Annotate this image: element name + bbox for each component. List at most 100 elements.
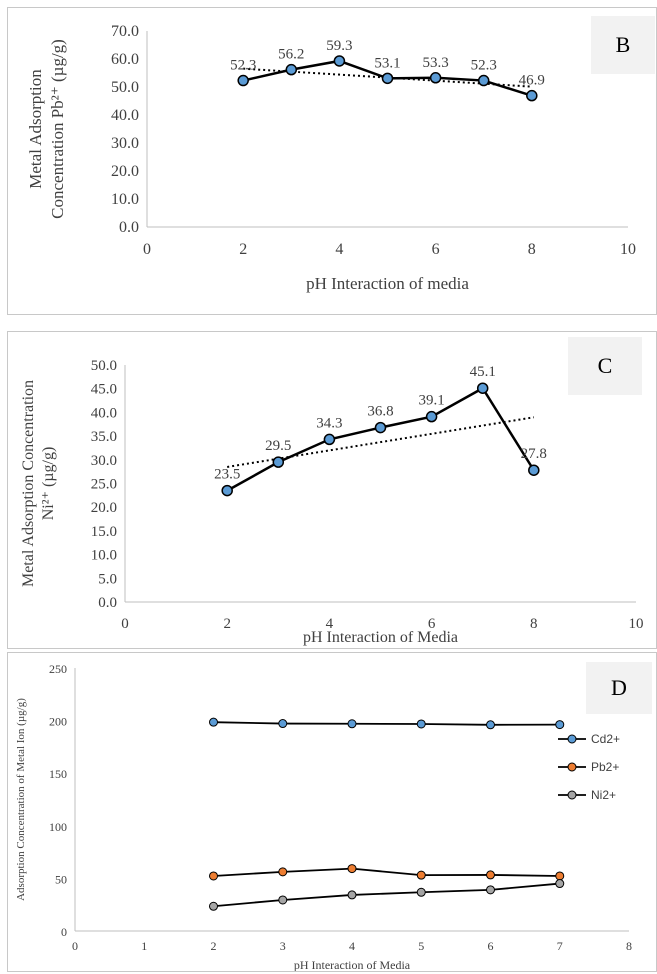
chart-b-y-tick-label: 60.0 bbox=[111, 51, 139, 68]
panel-tag-c: C bbox=[568, 337, 642, 395]
chart-b-y-tick-label: 10.0 bbox=[111, 191, 139, 208]
chart-c-y-tick-label: 30.0 bbox=[91, 453, 117, 469]
chart-b-svg: 0.0 10.0 20.0 30.0 40.0 50.0 60.0 70.0 0 2 4 6 8 10 pH… bbox=[26, 23, 636, 293]
chart-c-data-label: 23.5 bbox=[214, 467, 240, 483]
chart-d-data-point bbox=[209, 871, 218, 881]
chart-b-data-label: 46.9 bbox=[519, 73, 545, 89]
chart-c-data-label: 39.1 bbox=[418, 393, 444, 409]
chart-d-x-tick-label: 7 bbox=[557, 939, 563, 953]
chart-d-x-tick-label: 8 bbox=[626, 939, 632, 953]
chart-d-data-point bbox=[416, 887, 426, 897]
chart-c-y-tick-label: 0.0 bbox=[98, 595, 117, 611]
chart-b-x-tick-label: 2 bbox=[239, 241, 247, 258]
chart-d-y-tick-label: 100 bbox=[49, 820, 67, 834]
chart-panel-c: C 0.0 5.0 10.0 15.0 20.0 25.0 30.0 35.0 40.0 45.0… bbox=[7, 331, 657, 649]
chart-d-series-line-Pb2 bbox=[213, 867, 560, 877]
chart-d-y-tick-label: 250 bbox=[49, 662, 67, 676]
panel-tag-b: B bbox=[591, 16, 655, 74]
chart-c-data-label: 29.5 bbox=[265, 438, 291, 454]
chart-b-data-point bbox=[333, 55, 346, 67]
chart-c-data-label: 34.3 bbox=[316, 415, 342, 431]
chart-d-x-axis-label: pH Interaction of Media bbox=[294, 958, 411, 971]
chart-b-y-tick-label: 70.0 bbox=[111, 23, 139, 40]
chart-c-y-tick-label: 35.0 bbox=[91, 429, 117, 445]
chart-b-y-axis-label-line2: Concentration Pb²⁺ (µg/g) bbox=[48, 39, 67, 219]
chart-b-x-tick-label: 4 bbox=[335, 241, 343, 258]
chart-c-data-point bbox=[425, 410, 438, 423]
chart-d-series-line-Cd2 bbox=[213, 721, 560, 726]
chart-c-y-tick-label: 20.0 bbox=[91, 500, 117, 516]
chart-d-y-tick-label: 150 bbox=[49, 767, 67, 781]
chart-c-x-tick-label: 10 bbox=[629, 616, 644, 632]
chart-d-x-tick-label: 4 bbox=[349, 939, 355, 953]
chart-c-x-tick-label: 2 bbox=[223, 616, 231, 632]
chart-b-data-point bbox=[381, 72, 394, 85]
chart-b-y-tick-label: 0.0 bbox=[119, 219, 139, 236]
chart-d-legend-marker bbox=[567, 790, 577, 800]
chart-d-data-point bbox=[278, 867, 288, 877]
chart-b-y-tick-label: 20.0 bbox=[111, 163, 139, 180]
chart-c-data-label: 36.8 bbox=[367, 404, 393, 420]
chart-c-data-point bbox=[323, 433, 336, 446]
panel-tag-d: D bbox=[586, 662, 652, 714]
chart-d-y-tick-label: 50 bbox=[55, 872, 67, 886]
chart-c-y-tick-label: 45.0 bbox=[91, 382, 117, 398]
chart-c-data-point bbox=[221, 484, 233, 497]
chart-b-data-point bbox=[429, 72, 442, 84]
chart-b-data-label: 56.2 bbox=[278, 47, 304, 63]
chart-c-data-point bbox=[476, 382, 489, 394]
chart-c-x-axis-label: pH Interaction of Media bbox=[303, 629, 458, 646]
chart-c-x-tick-label: 4 bbox=[326, 616, 334, 632]
chart-b-x-tick-label: 8 bbox=[528, 241, 536, 258]
chart-c-svg: 0.0 5.0 10.0 15.0 20.0 25.0 30.0 35.0 40.0 45.0 50… bbox=[20, 358, 644, 646]
chart-d-data-point bbox=[278, 895, 288, 905]
chart-panel-b: B 0.0 10.0 20.0 30.0 40.0 50.0 60.0 70.0 0 2 4 6 8 10… bbox=[7, 7, 657, 315]
chart-d-data-point bbox=[555, 879, 565, 889]
chart-d-data-point bbox=[347, 890, 357, 900]
chart-b-data-point bbox=[237, 74, 249, 87]
chart-d-legend-marker bbox=[567, 762, 577, 772]
chart-c-y-tick-label: 25.0 bbox=[91, 477, 117, 493]
chart-c-data-label: 27.8 bbox=[521, 446, 547, 462]
chart-d-data-point bbox=[347, 864, 357, 874]
chart-c-y-axis-label-line1: Metal Adsorption Concentration bbox=[20, 380, 37, 587]
chart-d-x-tick-label: 5 bbox=[418, 939, 424, 953]
chart-d-x-tick-label: 0 bbox=[72, 939, 78, 953]
chart-c-y-tick-label: 15.0 bbox=[91, 524, 117, 540]
chart-d-data-point bbox=[278, 719, 288, 729]
chart-d-legend-label: Pb2+ bbox=[591, 760, 619, 774]
chart-b-data-label: 53.3 bbox=[422, 55, 448, 71]
chart-c-y-tick-label: 5.0 bbox=[98, 571, 117, 587]
chart-d-legend-marker bbox=[567, 734, 577, 744]
chart-b-data-label: 52.3 bbox=[471, 58, 497, 74]
chart-d-x-tick-label: 3 bbox=[280, 939, 286, 953]
chart-b-x-axis-label: pH Interaction of media bbox=[306, 274, 469, 293]
chart-b-data-point bbox=[285, 63, 298, 76]
chart-b-y-tick-label: 30.0 bbox=[111, 135, 139, 152]
chart-d-data-point bbox=[416, 870, 426, 880]
chart-d-data-point bbox=[209, 901, 218, 911]
chart-c-data-point bbox=[272, 456, 285, 468]
chart-c-x-tick-label: 6 bbox=[428, 616, 436, 632]
chart-panel-d: D 0 50 100 150 200 250 0 1 2 3 4 5 6 7 8 pH Interaction… bbox=[7, 652, 657, 972]
chart-d-x-tick-label: 6 bbox=[488, 939, 494, 953]
chart-c-y-tick-label: 40.0 bbox=[91, 405, 117, 421]
chart-c-x-tick-label: 0 bbox=[121, 616, 129, 632]
chart-b-y-tick-label: 50.0 bbox=[111, 79, 139, 96]
chart-d-x-tick-label: 1 bbox=[141, 939, 147, 953]
chart-d-data-point bbox=[416, 719, 426, 729]
chart-b-x-tick-label: 10 bbox=[620, 241, 636, 258]
chart-d-data-point bbox=[555, 720, 565, 730]
chart-d-series-line-Ni2 bbox=[213, 882, 560, 908]
chart-b-data-point bbox=[477, 74, 490, 87]
chart-c-y-tick-label: 10.0 bbox=[91, 548, 117, 564]
chart-c-data-label: 45.1 bbox=[470, 364, 496, 380]
chart-d-data-point bbox=[209, 717, 218, 727]
chart-d-x-tick-label: 2 bbox=[211, 939, 217, 953]
chart-b-data-label: 53.1 bbox=[374, 55, 400, 71]
chart-b-y-tick-label: 40.0 bbox=[111, 107, 139, 124]
chart-b-data-label: 59.3 bbox=[326, 38, 352, 54]
chart-d-svg: 0 50 100 150 200 250 0 1 2 3 4 5 6 7 8 pH Interaction o… bbox=[15, 662, 632, 971]
chart-d-data-point bbox=[486, 720, 495, 730]
chart-b-x-tick-label: 0 bbox=[143, 241, 151, 258]
